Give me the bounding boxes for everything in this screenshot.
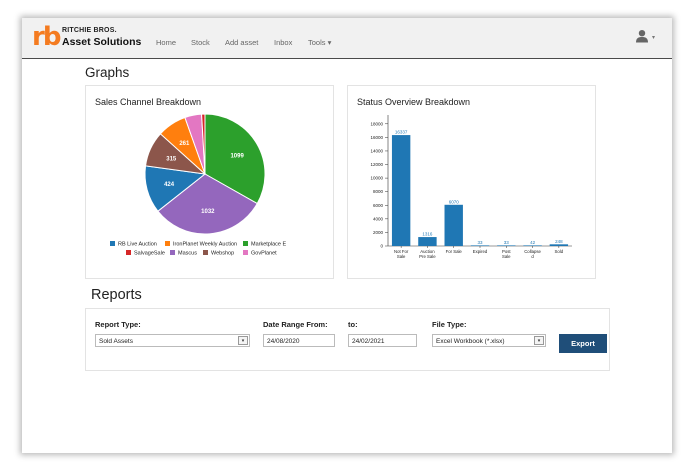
sales-channel-title: Sales Channel Breakdown [95,97,202,107]
user-icon[interactable] [635,29,649,43]
app-name: Asset Solutions [62,36,142,48]
y-tick-label: 6000 [373,203,384,208]
legend-swatch [203,250,208,255]
legend-swatch [243,250,248,255]
date-from-input[interactable]: 24/08/2020 [263,334,335,347]
y-tick-label: 4000 [373,216,384,221]
pie-slice [204,113,266,205]
date-to-input[interactable]: 24/02/2021 [348,334,417,347]
bar [391,135,411,246]
file-type-select[interactable]: Excel Workbook (*.xlsx) ▾ [432,334,546,347]
reports-heading: Reports [91,287,142,303]
chevron-down-icon[interactable]: ▾ [238,336,248,345]
bar [497,245,516,246]
nav-add-asset[interactable]: Add asset [225,38,259,47]
bar-data-label: 16337 [395,130,408,135]
y-tick-label: 0 [380,244,383,249]
x-tick-label: Sale [397,254,406,259]
bar-data-label: 1316 [422,232,433,237]
report-type-label: Report Type: [95,320,141,329]
legend-item-marketplace-e: Marketplace E [243,241,286,248]
legend-swatch [126,250,131,255]
pie-data-label: 261 [179,141,190,147]
legend-swatch [110,241,115,246]
nav-home[interactable]: Home [156,38,177,47]
nav-tools-dropdown[interactable]: Tools ▾ [308,38,332,47]
report-type-value: Sold Assets [99,338,133,345]
legend-label: GovPlanet [251,250,277,257]
export-button[interactable]: Export [559,334,607,353]
y-tick-label: 18000 [370,121,383,126]
bar [549,244,569,246]
y-tick-label: 2000 [373,230,384,235]
nav-stock[interactable]: Stock [191,38,210,47]
legend-label: Mascus [178,250,197,257]
bar-data-label: 248 [555,239,563,244]
bar-data-label: 33 [477,240,483,245]
pie-data-label: 315 [166,156,177,162]
sales-channel-pie-chart: 1099 1032 424 315 261 [144,113,266,235]
status-overview-title: Status Overview Breakdown [357,97,471,107]
rb-logo[interactable]: rb [32,22,61,52]
y-tick-label: 8000 [373,189,384,194]
legend-swatch [170,250,175,255]
pie-slice [157,173,258,235]
legend-item-rb-live-auction: RB Live Auction [110,241,157,248]
brand-name: RITCHIE BROS. [62,27,117,34]
x-tick-label: Auction [420,249,435,254]
chevron-down-icon[interactable]: ▾ [534,336,544,345]
x-tick-label: d [531,254,534,259]
legend-label: Marketplace E [251,241,287,248]
y-tick-label: 12000 [370,162,383,167]
legend-label: IronPlanet Weekly Auction [173,241,238,248]
x-tick-label: Collapse [524,249,541,254]
app-window: rb RITCHIE BROS. Asset Solutions Home St… [22,18,672,453]
legend-swatch [243,241,248,246]
bar [444,204,463,246]
bar [418,237,437,246]
legend-label: SalvageSale [134,250,165,257]
status-overview-bar-chart: 0 2000 4000 6000 8000 10000 12000 14000 16000 180… [370,115,572,259]
legend-label: Webshop [211,250,235,257]
date-to-label: to: [348,320,358,329]
x-tick-label: For Sale [446,249,463,254]
pie-data-label: 424 [164,182,175,188]
status-overview-card: Status Overview Breakdown 0 2000 4000 6000 8… [347,85,596,279]
x-tick-label: Sold [555,249,564,254]
legend-label: RB Live Auction [118,241,157,248]
y-tick-label: 14000 [370,148,383,153]
y-tick-label: 10000 [370,176,383,181]
user-menu-caret[interactable]: ▾ [652,35,656,41]
x-tick-label: Post [502,249,511,254]
file-type-value: Excel Workbook (*.xlsx) [436,338,505,345]
pie-slice [201,113,206,175]
x-tick-label: Pre Sale [419,254,436,259]
bar-data-label: 33 [504,240,510,245]
bar-data-label: 42 [530,240,536,245]
graphs-heading: Graphs [85,65,130,80]
y-tick-label: 16000 [370,135,383,140]
report-type-select[interactable]: Sold Assets ▾ [95,334,250,347]
x-tick-label: Expired [473,249,488,254]
pie-data-label: 1099 [230,153,244,159]
pie-data-label: 1032 [201,209,215,215]
date-from-label: Date Range From: [263,320,328,329]
top-navbar: rb RITCHIE BROS. Asset Solutions Home St… [22,18,672,59]
nav-inbox[interactable]: Inbox [274,38,293,47]
legend-item-webshop: Webshop [203,250,234,257]
bar-data-label: 6070 [449,199,460,204]
bar [470,245,490,246]
legend-item-govplanet: GovPlanet [243,250,277,257]
x-tick-label: Sale [502,254,511,259]
legend-swatch [165,241,170,246]
x-tick-label: Not For [394,249,409,254]
legend-item-mascus: Mascus [170,250,197,257]
file-type-label: File Type: [432,320,467,329]
sales-channel-card: Sales Channel Breakdown 1099 1032 424 315 26… [85,85,334,279]
bar [523,245,542,246]
legend-item-salvagesale: SalvageSale [126,250,165,257]
legend-item-ironplanet: IronPlanet Weekly Auction [165,241,237,248]
